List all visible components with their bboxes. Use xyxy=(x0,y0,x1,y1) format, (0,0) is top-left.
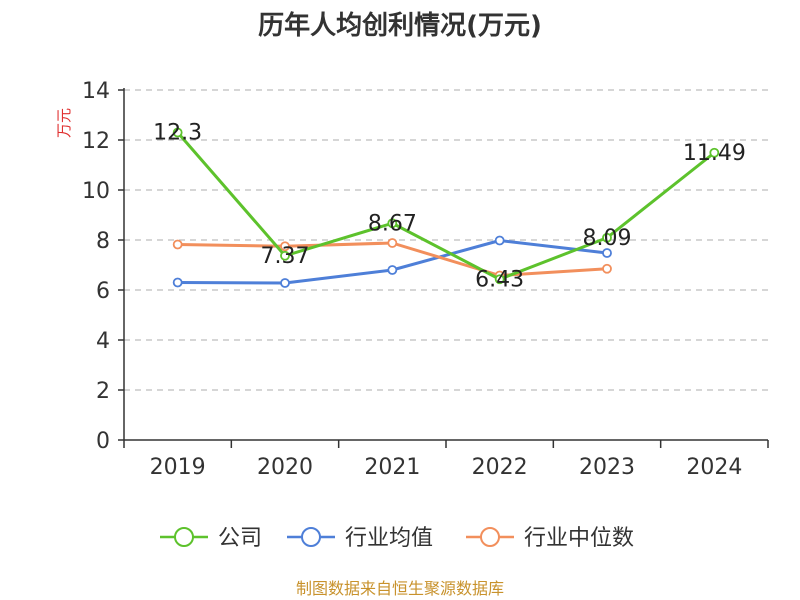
legend-label: 公司 xyxy=(218,526,262,551)
chart-title: 历年人均创利情况(万元) xyxy=(258,10,542,41)
x-tick-label-2022: 2022 xyxy=(472,455,528,480)
data-point-0-4[interactable] xyxy=(602,232,612,243)
x-tick-label-2019: 2019 xyxy=(150,455,206,480)
series-line-0 xyxy=(176,131,716,281)
data-point-1-2[interactable] xyxy=(387,265,398,275)
x-tick-label-2021: 2021 xyxy=(364,455,420,480)
series-lines xyxy=(172,127,720,288)
legend-label: 行业均值 xyxy=(345,526,433,551)
x-tick-label-2023: 2023 xyxy=(579,455,635,480)
data-label-2024: 11.49 xyxy=(683,141,746,166)
legend-item-0[interactable]: 公司 xyxy=(160,526,262,551)
legend-swatch-marker xyxy=(480,527,500,547)
data-point-0-2[interactable] xyxy=(387,218,398,229)
data-point-2-1[interactable] xyxy=(280,241,290,252)
legend-label: 行业中位数 xyxy=(524,526,634,551)
data-point-1-1[interactable] xyxy=(280,278,290,288)
data-point-1-3[interactable] xyxy=(494,235,505,246)
y-tick-label-6: 6 xyxy=(96,279,110,304)
legend-swatch-marker xyxy=(301,527,321,547)
x-tick-label-2024: 2024 xyxy=(686,455,742,480)
data-label-2022: 6.43 xyxy=(475,267,524,292)
legend[interactable]: 公司 行业均值 行业中位数 xyxy=(160,526,634,551)
x-tick-label-2020: 2020 xyxy=(257,455,313,480)
data-point-0-5[interactable] xyxy=(709,147,720,158)
data-point-2-4[interactable] xyxy=(602,263,612,274)
y-tick-label-4: 4 xyxy=(96,329,110,354)
axes: 0 2 4 6 8 10 12 14 2019 2020 2021 2022 2023 2024 xyxy=(82,79,769,480)
source-note: 制图数据来自恒生聚源数据库 xyxy=(296,579,504,598)
data-label-2021: 8.67 xyxy=(368,211,417,236)
data-label-2023: 8.09 xyxy=(583,226,632,251)
data-point-1-4[interactable] xyxy=(602,248,612,258)
y-tick-label-2: 2 xyxy=(96,379,110,404)
data-point-1-0[interactable] xyxy=(172,277,183,288)
data-label-2019: 12.3 xyxy=(153,121,202,146)
data-point-2-0[interactable] xyxy=(172,239,183,250)
y-tick-label-0: 0 xyxy=(96,429,110,454)
data-point-2-2[interactable] xyxy=(387,238,398,248)
y-tick-label-12: 12 xyxy=(82,129,110,154)
y-tick-label-8: 8 xyxy=(96,229,110,254)
data-point-0-3[interactable] xyxy=(494,274,505,285)
data-labels: 12.3 7.37 8.67 6.43 8.09 11.49 xyxy=(153,121,746,293)
data-point-0-1[interactable] xyxy=(280,250,290,261)
legend-item-2[interactable]: 行业中位数 xyxy=(466,526,634,551)
y-tick-label-14: 14 xyxy=(82,79,110,104)
legend-swatch-marker xyxy=(174,527,194,547)
y-axis-label: 万元 xyxy=(55,108,73,138)
data-point-0-0[interactable] xyxy=(172,127,183,138)
gridlines xyxy=(124,89,768,391)
data-label-2020: 7.37 xyxy=(261,244,310,269)
legend-item-1[interactable]: 行业均值 xyxy=(287,526,433,551)
y-tick-label-10: 10 xyxy=(82,179,110,204)
